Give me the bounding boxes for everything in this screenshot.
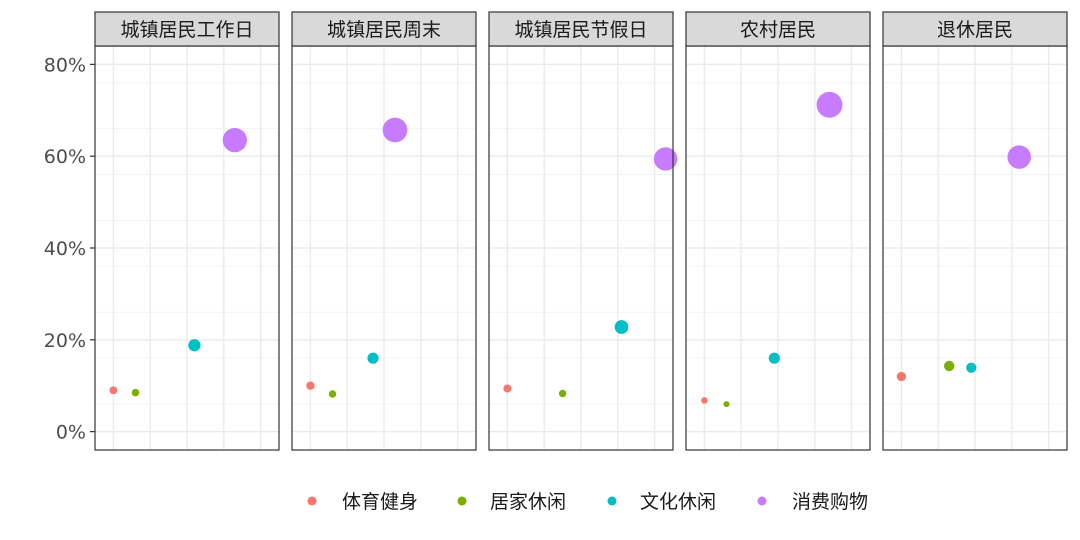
legend-label-1: 体育健身	[342, 491, 418, 513]
facet-4-point-4	[816, 91, 843, 118]
facet-5-point-4	[1007, 145, 1031, 169]
y-tick-label: 60%	[44, 146, 86, 168]
legend-label-3: 文化休闲	[640, 491, 716, 513]
facet-3-point-1	[503, 384, 512, 393]
facet-5-strip	[882, 11, 1068, 47]
facet-3-strip-label: 城镇居民节假日	[514, 19, 647, 41]
facet-2-point-3	[367, 352, 379, 364]
legend-key-2	[457, 496, 467, 506]
facet-3-point-3	[614, 320, 629, 334]
facet-4-point-1	[701, 397, 708, 404]
facet-4-point-3	[768, 352, 780, 364]
facet-2-point-1	[306, 381, 315, 390]
facet-5-point-1	[896, 371, 907, 382]
legend-key-4	[757, 496, 767, 506]
facet-4-point-2	[723, 401, 730, 408]
facet-2-point-2	[328, 390, 337, 398]
facet-4-strip-label: 农村居民	[740, 19, 816, 41]
facet-5-strip-label: 退休居民	[937, 19, 1013, 41]
legend-key-3	[607, 496, 617, 506]
facet-3-point-4	[653, 147, 678, 171]
legend-key-1	[307, 496, 317, 506]
facet-3-point-2	[558, 389, 567, 398]
facet-1-strip	[94, 11, 280, 47]
facet-4-strip	[685, 11, 871, 47]
facet-3-strip	[488, 11, 674, 47]
y-tick-label: 0%	[56, 422, 86, 444]
facet-5-point-2	[943, 360, 955, 372]
y-tick-label: 40%	[44, 238, 86, 260]
facet-1-point-1	[109, 386, 118, 395]
y-tick-label: 20%	[44, 330, 86, 352]
facet-1-strip-label: 城镇居民工作日	[120, 19, 253, 41]
facet-1-point-2	[131, 388, 140, 397]
legend-label-2: 居家休闲	[490, 491, 566, 513]
facet-2-strip	[291, 11, 477, 47]
legend-label-4: 消费购物	[792, 491, 868, 513]
facet-1-point-4	[222, 127, 247, 153]
y-tick-label: 80%	[44, 54, 86, 76]
facet-2-strip-label: 城镇居民周末	[327, 19, 441, 41]
facet-2-point-4	[382, 117, 408, 143]
facet-5-point-3	[966, 362, 977, 373]
facet-1-point-3	[188, 339, 201, 352]
